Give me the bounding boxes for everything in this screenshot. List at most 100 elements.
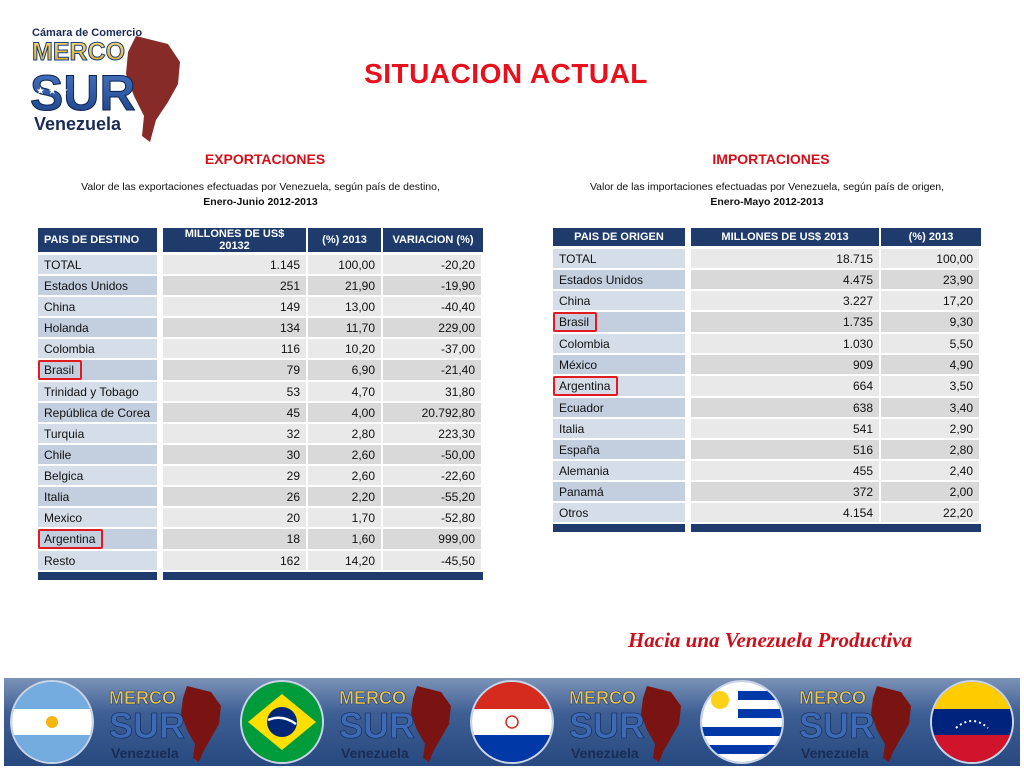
- importaciones-subtitle-line1: Valor de las importaciones efectuadas po…: [589, 181, 945, 193]
- uruguay-flag-icon: [702, 682, 783, 762]
- var-cell: 229,00: [383, 318, 483, 339]
- pct-cell: 21,90: [308, 276, 383, 297]
- table-row: TOTAL 18.715 100,00: [553, 249, 981, 270]
- millones-cell: 26: [163, 487, 308, 508]
- country-cell: Chile: [38, 445, 163, 466]
- importaciones-table: PAIS DE ORIGEN MILLONES DE US$ 2013 (%) …: [553, 228, 981, 532]
- svg-text:SUR: SUR: [109, 705, 185, 746]
- paraguay-flag-icon: [471, 682, 552, 762]
- mercosur-logo: Cámara de Comercio MERCO SUR ★ ★ ★ Venez…: [30, 27, 180, 142]
- table-row: Italia 541 2,90: [553, 419, 981, 440]
- country-label: República de Corea: [44, 405, 151, 420]
- mercosur-mini-logo-3: MERCO SUR Venezuela: [569, 686, 682, 762]
- svg-text:MERCO: MERCO: [799, 688, 866, 708]
- pct-cell: 11,70: [308, 318, 383, 339]
- country-label: Belgica: [44, 468, 84, 483]
- pct-cell: 13,00: [308, 297, 383, 318]
- pct-cell: 2,40: [881, 461, 981, 482]
- footer-cell: [691, 524, 881, 532]
- pct-cell: 3,50: [881, 376, 981, 398]
- table-row: Panamá 372 2,00: [553, 482, 981, 503]
- millones-cell: 1.735: [691, 312, 881, 334]
- logo-merco-text: MERCO: [32, 38, 125, 66]
- table-row: Estados Unidos 4.475 23,90: [553, 270, 981, 291]
- pct-cell: 2,60: [308, 466, 383, 487]
- millones-cell: 638: [691, 398, 881, 419]
- country-cell: Brasil: [38, 360, 163, 382]
- pct-cell: 23,90: [881, 270, 981, 291]
- country-label: Alemania: [559, 463, 610, 478]
- svg-text:Venezuela: Venezuela: [571, 745, 639, 761]
- table-row: Mexico 20 1,70 -52,80: [38, 508, 483, 529]
- country-label: España: [559, 442, 600, 457]
- svg-text:MERCO: MERCO: [109, 688, 176, 708]
- country-cell: TOTAL: [38, 255, 163, 276]
- var-cell: -20,20: [383, 255, 483, 276]
- pct-cell: 14,20: [308, 551, 383, 572]
- var-cell: -37,00: [383, 339, 483, 360]
- millones-cell: 516: [691, 440, 881, 461]
- stars-icon: ★ ★ ★: [36, 86, 68, 97]
- pct-cell: 2,80: [881, 440, 981, 461]
- country-label: Italia: [559, 421, 585, 436]
- country-cell: Holanda: [38, 318, 163, 339]
- footer-cell: [163, 572, 308, 580]
- country-label: Panamá: [559, 484, 604, 499]
- var-cell: -40,40: [383, 297, 483, 318]
- pct-cell: 100,00: [881, 249, 981, 270]
- imp-header-pct: (%) 2013: [881, 228, 981, 249]
- country-cell: República de Corea: [38, 403, 163, 424]
- country-cell: China: [38, 297, 163, 318]
- pct-cell: 6,90: [308, 360, 383, 382]
- var-cell: 31,80: [383, 382, 483, 403]
- country-cell: Colombia: [38, 339, 163, 360]
- pct-cell: 2,60: [308, 445, 383, 466]
- svg-text:Venezuela: Venezuela: [801, 745, 869, 761]
- millones-cell: 53: [163, 382, 308, 403]
- exportaciones-heading: EXPORTACIONES: [204, 151, 326, 167]
- var-cell: 999,00: [383, 529, 483, 551]
- svg-text:SUR: SUR: [799, 705, 875, 746]
- var-cell: 20.792,80: [383, 403, 483, 424]
- country-cell: Resto: [38, 551, 163, 572]
- exp-header-millones: MILLONES DE US$ 20132: [163, 228, 308, 255]
- table-row: Brasil 79 6,90 -21,40: [38, 360, 483, 382]
- var-cell: -22,60: [383, 466, 483, 487]
- country-label: Italia: [44, 489, 70, 504]
- pct-cell: 2,00: [881, 482, 981, 503]
- footer-cell: [383, 572, 483, 580]
- millones-cell: 541: [691, 419, 881, 440]
- exp-header-pct: (%) 2013: [308, 228, 383, 255]
- table-row: China 3.227 17,20: [553, 291, 981, 312]
- country-cell: México: [553, 355, 691, 376]
- svg-text:Venezuela: Venezuela: [341, 745, 409, 761]
- var-cell: -55,20: [383, 487, 483, 508]
- country-label: Colombia: [44, 341, 95, 356]
- millones-cell: 79: [163, 360, 308, 382]
- svg-text:MERCO: MERCO: [339, 688, 406, 708]
- country-cell: Mexico: [38, 508, 163, 529]
- country-cell: Estados Unidos: [553, 270, 691, 291]
- footer-cell: [38, 572, 163, 580]
- country-label: Trinidad y Tobago: [44, 384, 139, 399]
- millones-cell: 29: [163, 466, 308, 487]
- table-row: Colombia 116 10,20 -37,00: [38, 339, 483, 360]
- country-label: Resto: [44, 553, 76, 568]
- millones-cell: 4.154: [691, 503, 881, 524]
- exportaciones-subtitle-line2: Enero-Junio 2012-2013: [203, 196, 318, 208]
- pct-cell: 3,40: [881, 398, 981, 419]
- var-cell: 223,30: [383, 424, 483, 445]
- imp-header-millones: MILLONES DE US$ 2013: [691, 228, 881, 249]
- country-cell: Argentina: [38, 529, 163, 551]
- logo-country-text: Venezuela: [34, 114, 122, 134]
- millones-cell: 4.475: [691, 270, 881, 291]
- country-cell: TOTAL: [553, 249, 691, 270]
- millones-cell: 20: [163, 508, 308, 529]
- table-row: Argentina 664 3,50: [553, 376, 981, 398]
- pct-cell: 17,20: [881, 291, 981, 312]
- table-row: Italia 26 2,20 -55,20: [38, 487, 483, 508]
- brazil-flag-icon: [241, 682, 322, 762]
- pct-cell: 100,00: [308, 255, 383, 276]
- table-row: Estados Unidos 251 21,90 -19,90: [38, 276, 483, 297]
- footer-cell: [881, 524, 981, 532]
